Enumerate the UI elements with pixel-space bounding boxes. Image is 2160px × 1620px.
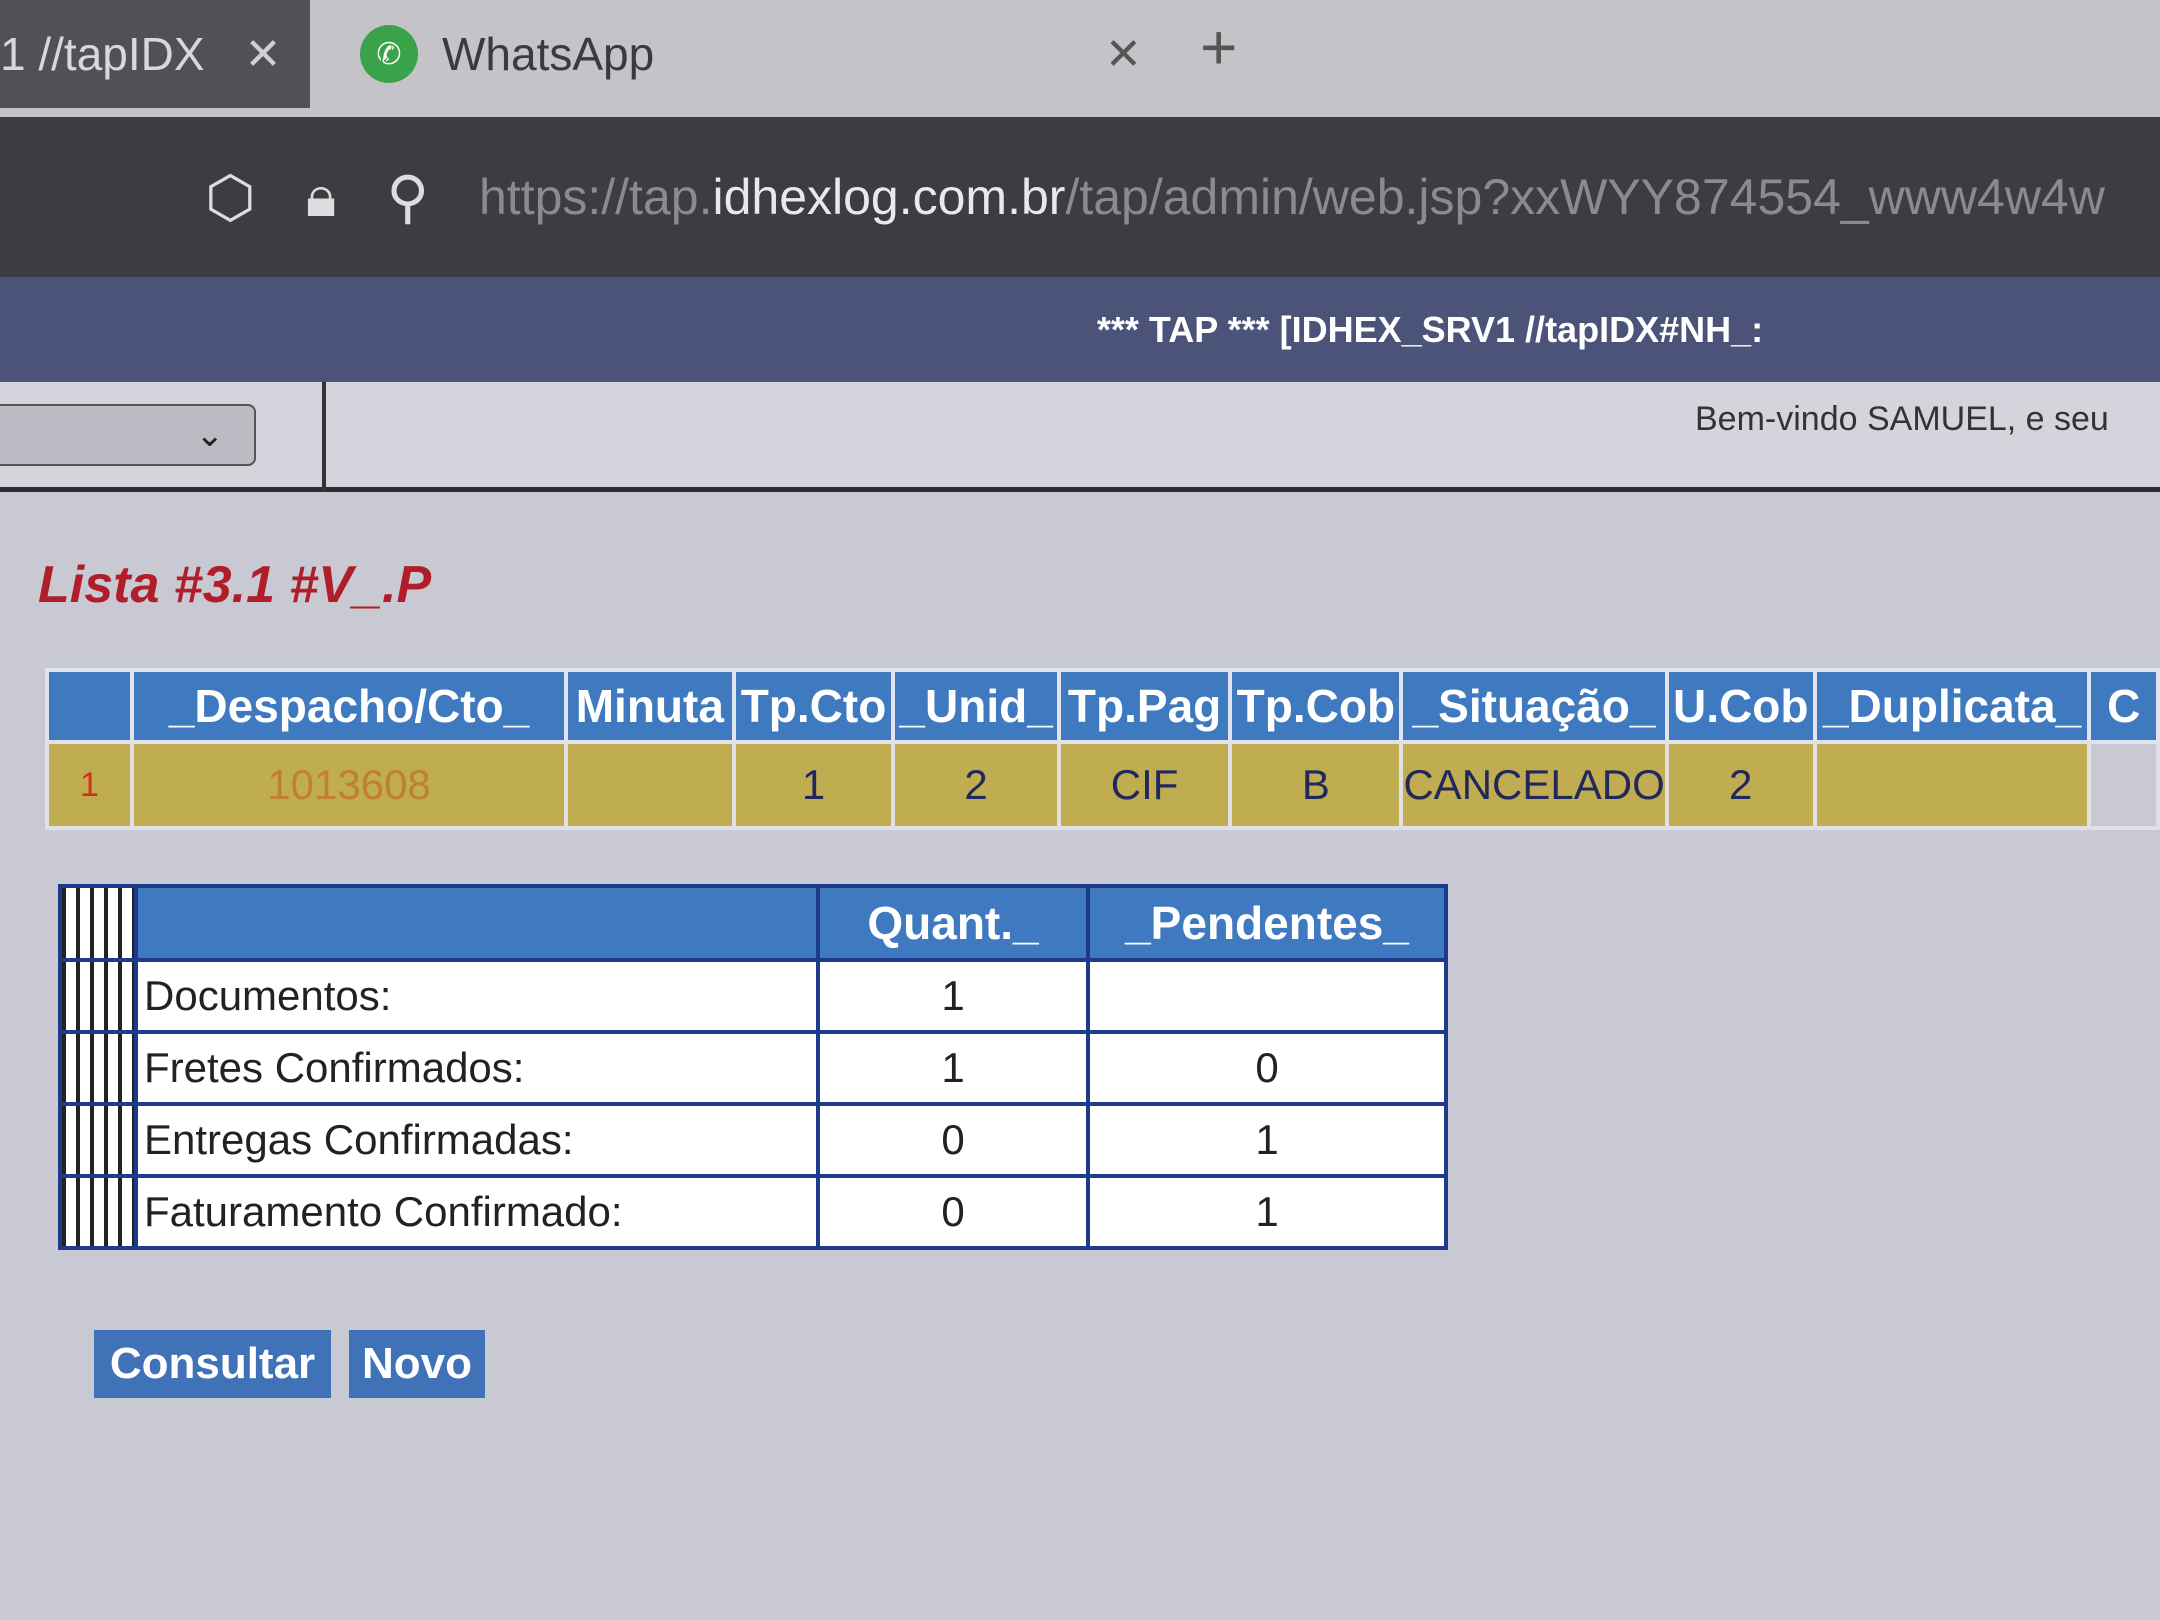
cell-c bbox=[2087, 740, 2160, 830]
stripe-decoration bbox=[58, 1102, 138, 1178]
stripe-decoration bbox=[58, 884, 138, 962]
quant-value: 0 bbox=[816, 1174, 1090, 1250]
toolbar: ⌄ Bem-vindo SAMUEL, e seu bbox=[0, 382, 2160, 492]
stripe-decoration bbox=[58, 1174, 138, 1250]
tab-label: 1 //tapIDX bbox=[0, 28, 205, 80]
summary-header-label bbox=[134, 884, 820, 962]
chevron-down-icon: ⌄ bbox=[195, 416, 225, 454]
col-header-despacho[interactable]: _Despacho/Cto_ bbox=[130, 668, 569, 744]
stripe-decoration bbox=[58, 1030, 138, 1106]
quant-value: 1 bbox=[816, 958, 1090, 1034]
cell-index: 1 bbox=[44, 740, 135, 830]
cell-ucob: 2 bbox=[1664, 740, 1817, 830]
tab-label: WhatsApp bbox=[442, 28, 655, 80]
cell-tppag: CIF bbox=[1056, 740, 1233, 830]
summary-table: Quant._ _Pendentes_ Documentos: 1 Fretes … bbox=[58, 884, 1448, 1250]
pendentes-value: 0 bbox=[1086, 1030, 1448, 1106]
whatsapp-icon: ✆ bbox=[360, 25, 418, 83]
cell-tpcto: 1 bbox=[731, 740, 896, 830]
tab-tapidx[interactable]: 1 //tapIDX ✕ bbox=[0, 0, 310, 108]
table-row[interactable]: 1 1013608 1 2 CIF B CANCELADO 2 bbox=[44, 740, 2160, 830]
summary-row-fretes: Fretes Confirmados: 1 0 bbox=[58, 1030, 1448, 1106]
url-text[interactable]: https://tap.idhexlog.com.br/tap/admin/we… bbox=[478, 169, 2105, 225]
page-title: Lista #3.1 #V_.P bbox=[38, 556, 432, 614]
col-header-index[interactable] bbox=[44, 668, 135, 744]
pendentes-value: 1 bbox=[1086, 1102, 1448, 1178]
novo-button[interactable]: Novo bbox=[349, 1330, 485, 1398]
table-header-row: _Despacho/Cto_ Minuta Tp.Cto _Unid_ Tp.P… bbox=[44, 668, 2160, 744]
summary-row-faturamento: Faturamento Confirmado: 0 1 bbox=[58, 1174, 1448, 1250]
browser-tab-bar: 1 //tapIDX ✕ ✆ WhatsApp ✕ + bbox=[0, 0, 2160, 117]
col-header-situacao[interactable]: _Situação_ bbox=[1399, 668, 1669, 744]
shield-icon[interactable]: ⬡ bbox=[205, 165, 256, 230]
address-bar[interactable]: ⬡ 🔒︎ ⚲ https://tap.idhexlog.com.br/tap/a… bbox=[0, 117, 2160, 277]
summary-header-quant: Quant._ bbox=[816, 884, 1090, 962]
col-header-unid[interactable]: _Unid_ bbox=[891, 668, 1061, 744]
summary-row-documentos: Documentos: 1 bbox=[58, 958, 1448, 1034]
cell-minuta bbox=[564, 740, 736, 830]
close-icon[interactable]: ✕ bbox=[244, 29, 282, 79]
results-table: _Despacho/Cto_ Minuta Tp.Cto _Unid_ Tp.P… bbox=[44, 668, 2160, 830]
col-header-ucob[interactable]: U.Cob bbox=[1664, 668, 1817, 744]
pendentes-value: 1 bbox=[1086, 1174, 1448, 1250]
row-label: Fretes Confirmados: bbox=[134, 1030, 820, 1106]
new-tab-button[interactable]: + bbox=[1200, 11, 1238, 83]
lock-icon[interactable]: 🔒︎ bbox=[305, 164, 337, 229]
permissions-icon[interactable]: ⚲ bbox=[386, 165, 429, 230]
divider bbox=[322, 382, 326, 492]
cell-situacao: CANCELADO bbox=[1399, 740, 1669, 830]
cell-tpcob: B bbox=[1228, 740, 1404, 830]
row-label: Faturamento Confirmado: bbox=[134, 1174, 820, 1250]
summary-header-pendentes: _Pendentes_ bbox=[1086, 884, 1448, 962]
app-banner: *** TAP *** [IDHEX_SRV1 //tapIDX#NH_: bbox=[0, 277, 2160, 382]
banner-title: *** TAP *** [IDHEX_SRV1 //tapIDX#NH_: bbox=[1096, 308, 1764, 350]
quant-value: 0 bbox=[816, 1102, 1090, 1178]
welcome-text: Bem-vindo SAMUEL, e seu bbox=[1695, 400, 2109, 438]
stripe-decoration bbox=[58, 958, 138, 1034]
col-header-tpcob[interactable]: Tp.Cob bbox=[1228, 668, 1404, 744]
cell-despacho[interactable]: 1013608 bbox=[130, 740, 569, 830]
summary-row-entregas: Entregas Confirmadas: 0 1 bbox=[58, 1102, 1448, 1178]
summary-header-row: Quant._ _Pendentes_ bbox=[58, 884, 1448, 962]
col-header-tppag[interactable]: Tp.Pag bbox=[1056, 668, 1233, 744]
col-header-c[interactable]: C bbox=[2087, 668, 2160, 744]
col-header-duplicata[interactable]: _Duplicata_ bbox=[1812, 668, 2092, 744]
pendentes-value bbox=[1086, 958, 1448, 1034]
consultar-button[interactable]: Consultar bbox=[94, 1330, 331, 1398]
col-header-minuta[interactable]: Minuta bbox=[564, 668, 736, 744]
cell-unid: 2 bbox=[891, 740, 1061, 830]
row-label: Entregas Confirmadas: bbox=[134, 1102, 820, 1178]
menu-select[interactable]: ⌄ bbox=[0, 404, 256, 466]
col-header-tpcto[interactable]: Tp.Cto bbox=[731, 668, 896, 744]
close-icon[interactable]: ✕ bbox=[1105, 29, 1142, 79]
quant-value: 1 bbox=[816, 1030, 1090, 1106]
tab-whatsapp[interactable]: ✆ WhatsApp ✕ bbox=[350, 0, 1142, 108]
cell-duplicata bbox=[1812, 740, 2092, 830]
row-label: Documentos: bbox=[134, 958, 820, 1034]
